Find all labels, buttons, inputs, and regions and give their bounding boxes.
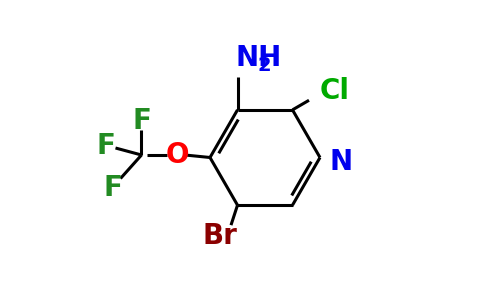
Text: O: O: [166, 141, 189, 169]
Text: F: F: [103, 173, 122, 202]
Text: N: N: [329, 148, 352, 176]
Text: 2: 2: [257, 56, 271, 75]
Text: F: F: [132, 107, 151, 135]
Text: Cl: Cl: [320, 77, 350, 105]
Text: F: F: [96, 132, 115, 160]
Text: NH: NH: [235, 44, 281, 72]
Text: Br: Br: [203, 222, 238, 250]
